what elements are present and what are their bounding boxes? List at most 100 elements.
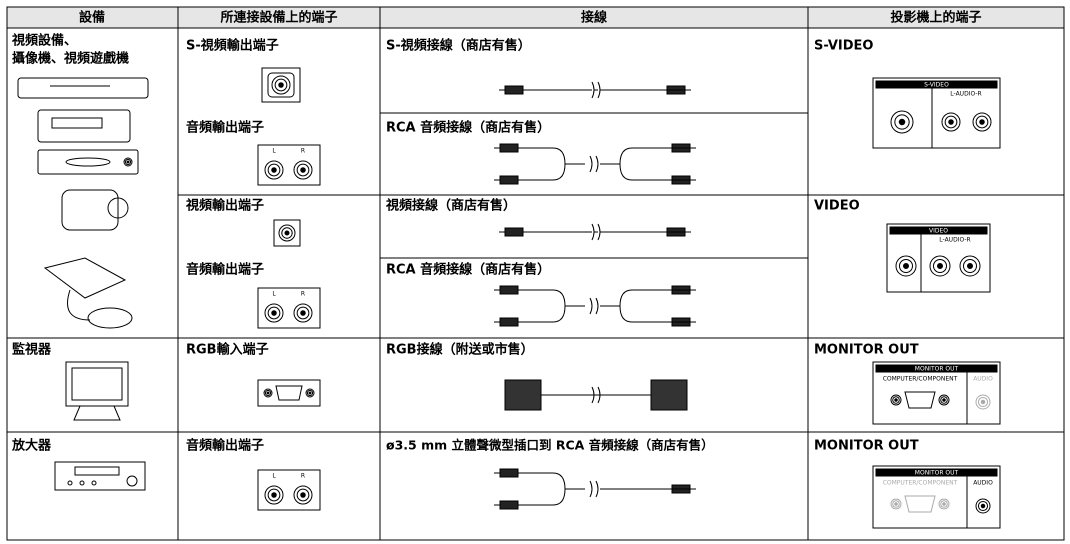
jack-pin xyxy=(300,492,306,498)
inner xyxy=(71,367,123,401)
body xyxy=(54,461,146,491)
vga xyxy=(275,385,303,401)
cable-label: 視頻接線（商店有售） xyxy=(385,198,516,214)
break xyxy=(591,223,601,241)
device-console xyxy=(43,257,133,329)
jack-ring xyxy=(296,306,310,320)
panel-title: S-VIDEO xyxy=(924,82,949,89)
wire xyxy=(600,147,672,181)
jack-label: L xyxy=(272,473,276,480)
panel-sub: L-AUDIO-R xyxy=(950,91,981,98)
wire xyxy=(518,472,585,506)
panel xyxy=(872,361,1001,425)
jack-pin xyxy=(937,263,943,269)
panel-title-bar xyxy=(889,226,988,235)
device-camcorder xyxy=(61,189,129,231)
box xyxy=(257,287,321,329)
jack-pin xyxy=(284,230,290,236)
device-vcr xyxy=(37,109,131,143)
svideo-frame xyxy=(267,72,295,98)
slot xyxy=(51,117,103,129)
screen xyxy=(65,361,129,407)
jack-ring xyxy=(274,78,288,92)
jack xyxy=(305,388,315,398)
box xyxy=(257,379,321,407)
jack-ring xyxy=(264,389,272,397)
dsub xyxy=(504,379,542,411)
jack xyxy=(263,388,273,398)
jack-pin xyxy=(980,399,986,405)
projector-terminal-label: S-VIDEO xyxy=(814,39,873,54)
jack-ring xyxy=(940,500,948,508)
terminal-label: S-視頻輸出端子 xyxy=(186,38,279,54)
jack-label: L xyxy=(272,291,276,298)
jack-ring xyxy=(267,306,281,320)
plug xyxy=(499,500,519,510)
cable-label: RCA 音頻接線（商店有售） xyxy=(386,120,550,136)
jack-pin xyxy=(278,82,284,88)
jack-ring xyxy=(963,259,977,273)
box xyxy=(257,144,321,186)
knob xyxy=(67,480,73,486)
jack-pin xyxy=(948,119,954,125)
cable-label: RCA 音頻接線（商店有售） xyxy=(386,262,550,278)
projector-panel: VIDEO L-AUDIO-R xyxy=(886,223,991,293)
terminal-label: 音頻輸出端子 xyxy=(186,438,264,454)
jack xyxy=(941,112,961,132)
stand xyxy=(73,405,121,421)
knob xyxy=(126,475,138,487)
terminal-label: 音頻輸出端子 xyxy=(186,262,264,278)
wire xyxy=(518,289,585,323)
break xyxy=(589,297,599,315)
display xyxy=(74,466,120,476)
panel-left: COMPUTER/COMPONENT xyxy=(883,480,958,487)
panel-left: COMPUTER/COMPONENT xyxy=(883,376,958,383)
jack xyxy=(890,498,902,510)
panel xyxy=(872,77,1001,149)
jack xyxy=(278,224,296,242)
cable-label: S-視頻接線（商店有售） xyxy=(386,38,531,54)
terminal-box xyxy=(257,379,321,407)
jack xyxy=(959,255,981,277)
header-cell: 設備 xyxy=(79,10,105,26)
jack-ring xyxy=(977,396,989,408)
device-tuner xyxy=(37,149,139,175)
panel-title: MONITOR OUT xyxy=(915,366,959,373)
box xyxy=(261,67,301,103)
header-cell: 所連接設備上的端子 xyxy=(220,10,337,26)
break xyxy=(591,81,601,99)
jack xyxy=(293,303,313,323)
jack-pin xyxy=(271,167,277,173)
projector-terminal-label: MONITOR OUT xyxy=(814,439,919,454)
cable xyxy=(494,143,696,185)
jack-ring xyxy=(977,500,989,512)
jack xyxy=(890,110,914,134)
projector-panel: MONITOR OUT COMPUTER/COMPONENT AUDIO xyxy=(872,465,1001,529)
device-label: 放大器 xyxy=(11,438,52,454)
cable xyxy=(499,81,691,99)
device-label: 視頻設備、 xyxy=(11,33,77,49)
jack-ring xyxy=(899,259,913,273)
body xyxy=(37,149,139,175)
jack xyxy=(895,255,917,277)
device-monitor xyxy=(65,361,129,421)
panel xyxy=(872,465,1001,529)
vga xyxy=(904,495,936,513)
jack-pin xyxy=(308,391,312,395)
terminal-label: 音頻輸出端子 xyxy=(186,120,264,136)
jack xyxy=(975,498,991,514)
terminal-label: 視頻輸出端子 xyxy=(185,198,264,214)
box xyxy=(257,469,321,511)
jack-ring xyxy=(267,488,281,502)
device-amp xyxy=(54,461,146,491)
jack-pin xyxy=(266,391,270,395)
jack xyxy=(938,394,950,406)
jack xyxy=(972,112,992,132)
jack-pin xyxy=(979,119,985,125)
cable xyxy=(504,379,688,411)
jack-pin xyxy=(894,502,898,506)
header-cell: 投影機上的端子 xyxy=(890,10,981,26)
